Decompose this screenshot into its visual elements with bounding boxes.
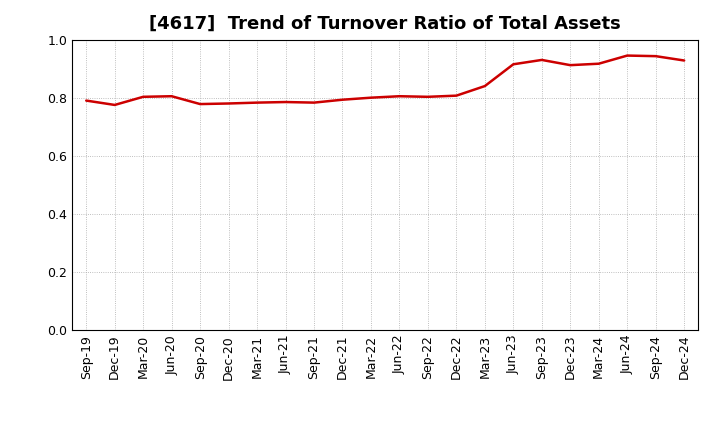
Title: [4617]  Trend of Turnover Ratio of Total Assets: [4617] Trend of Turnover Ratio of Total …: [149, 15, 621, 33]
